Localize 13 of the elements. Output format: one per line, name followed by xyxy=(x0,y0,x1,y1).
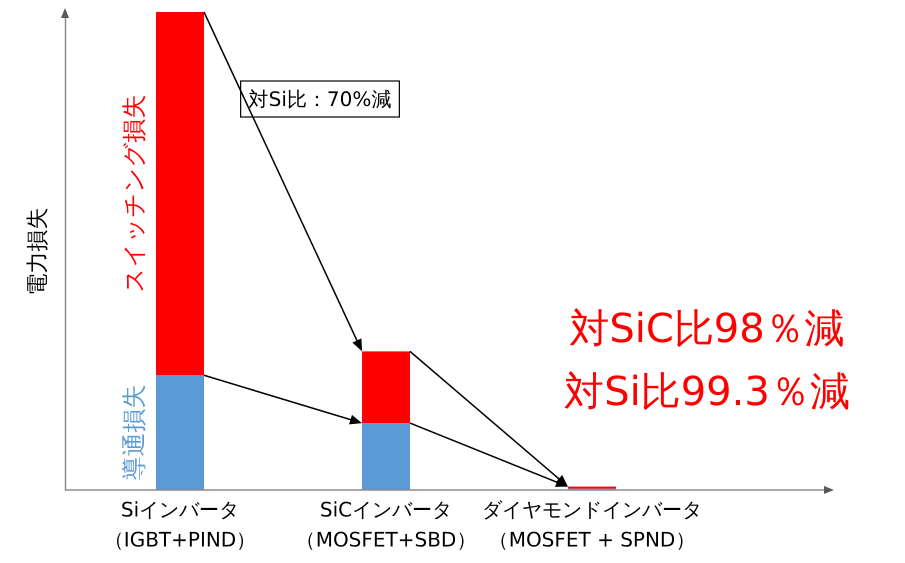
x-tick-label: ダイヤモンドインバータ（MOSFET + SPND） xyxy=(482,498,702,552)
y-axis-title: 電力損失 xyxy=(26,208,50,296)
x-tick-label: SiCインバータ（MOSFET+SBD） xyxy=(296,498,476,552)
bar xyxy=(156,12,204,376)
annotation: 対Si比：70%減 xyxy=(248,87,392,111)
annotation: 対SiC比98％減 xyxy=(569,306,845,352)
text: スイッチング損失 xyxy=(120,94,148,293)
annotation: 対Si比99.3％減 xyxy=(564,369,850,415)
bar xyxy=(362,351,410,424)
x-tick-label: Siインバータ（IGBT+PIND） xyxy=(104,498,256,552)
bar xyxy=(156,375,204,490)
text: 導通損失 xyxy=(120,384,148,481)
bar xyxy=(362,423,410,490)
